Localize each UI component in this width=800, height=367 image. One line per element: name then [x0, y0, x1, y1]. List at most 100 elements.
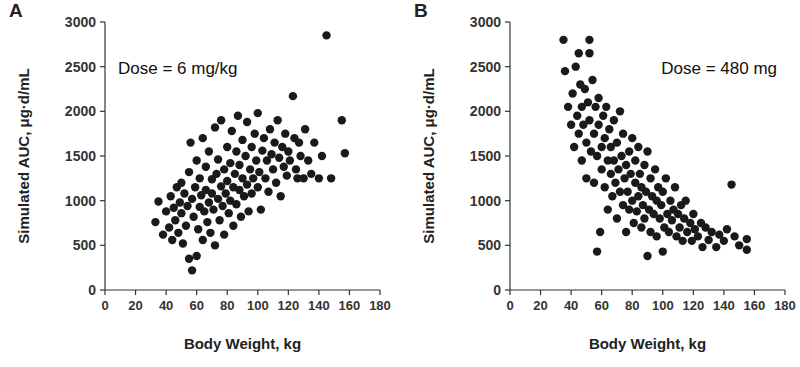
point: [675, 223, 683, 231]
point: [668, 216, 676, 224]
annotation: Dose = 480 mg: [661, 59, 777, 78]
y-tick-label: 1000: [470, 193, 501, 209]
point: [191, 183, 199, 191]
x-tick-label: 160: [744, 298, 766, 313]
x-tick-label: 60: [594, 298, 608, 313]
x-tick-label: 180: [369, 298, 391, 313]
point: [299, 174, 307, 182]
point: [292, 165, 300, 173]
point: [266, 125, 274, 133]
point: [707, 228, 715, 236]
point: [616, 188, 624, 196]
point: [235, 161, 243, 169]
point: [258, 146, 266, 154]
x-tick: [166, 290, 167, 295]
point: [582, 174, 590, 182]
x-tick-label: 60: [189, 298, 203, 313]
point: [221, 189, 229, 197]
x-tick: [196, 290, 197, 295]
point: [166, 192, 174, 200]
point: [691, 225, 699, 233]
point: [264, 188, 272, 196]
point: [643, 147, 651, 155]
point: [735, 241, 743, 249]
point: [613, 214, 621, 222]
x-tick: [104, 290, 105, 295]
point: [584, 98, 592, 106]
y-tick-label: 1500: [65, 148, 96, 164]
y-tick: [100, 21, 105, 22]
point: [281, 129, 289, 137]
point: [225, 209, 233, 217]
point: [575, 49, 583, 57]
x-tick-label: 20: [128, 298, 142, 313]
point: [610, 116, 618, 124]
point: [246, 165, 254, 173]
x-tick-label: 120: [682, 298, 704, 313]
point: [192, 252, 200, 260]
y-tick: [505, 245, 510, 246]
point: [585, 116, 593, 124]
x-tick: [784, 290, 785, 295]
point: [597, 143, 605, 151]
point: [196, 174, 204, 182]
point: [183, 202, 191, 210]
point: [636, 170, 644, 178]
point: [310, 138, 318, 146]
x-tick: [662, 290, 663, 295]
point: [237, 213, 245, 221]
x-tick: [257, 290, 258, 295]
point: [605, 125, 613, 133]
point: [594, 94, 602, 102]
point: [269, 165, 277, 173]
x-tick: [571, 290, 572, 295]
point: [185, 168, 193, 176]
point: [720, 237, 728, 245]
point: [651, 165, 659, 173]
point: [192, 156, 200, 164]
point: [165, 223, 173, 231]
x-tick: [379, 290, 380, 295]
x-tick-label: 120: [277, 298, 299, 313]
x-tick-label: 40: [159, 298, 173, 313]
point: [202, 163, 210, 171]
point: [203, 218, 211, 226]
point: [307, 170, 315, 178]
point: [631, 156, 639, 164]
point: [177, 209, 185, 217]
point: [683, 228, 691, 236]
point: [622, 161, 630, 169]
point: [289, 92, 297, 100]
point: [567, 121, 575, 129]
point: [182, 221, 190, 229]
point: [630, 219, 638, 227]
x-tick: [723, 290, 724, 295]
point: [189, 213, 197, 221]
point: [656, 214, 664, 222]
y-tick-label: 500: [478, 237, 502, 253]
point: [176, 198, 184, 206]
point: [559, 36, 567, 44]
y-tick-label: 1000: [65, 193, 96, 209]
point: [704, 236, 712, 244]
point: [247, 143, 255, 151]
panel-label: A: [9, 0, 23, 21]
point: [200, 207, 208, 215]
point: [622, 228, 630, 236]
point: [267, 150, 275, 158]
point: [249, 174, 257, 182]
point: [304, 156, 312, 164]
point: [694, 232, 702, 240]
point: [205, 147, 213, 155]
point: [665, 228, 673, 236]
point: [681, 196, 689, 204]
y-tick: [100, 200, 105, 201]
point: [643, 252, 651, 260]
point: [238, 136, 246, 144]
panel: A020406080100120140160180050010001500200…: [9, 0, 391, 352]
x-tick: [509, 290, 510, 295]
x-tick-label: 20: [533, 298, 547, 313]
point: [211, 241, 219, 249]
point: [206, 229, 214, 237]
y-tick: [100, 155, 105, 156]
